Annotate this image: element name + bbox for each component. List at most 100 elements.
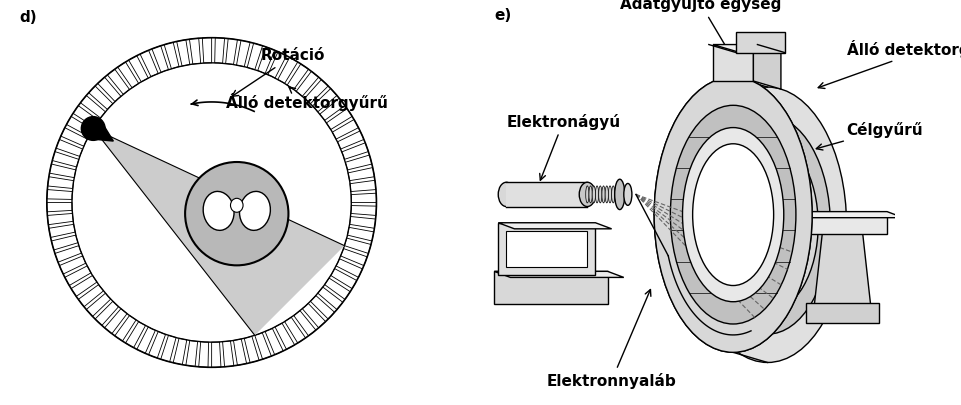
Polygon shape <box>226 38 237 64</box>
Polygon shape <box>98 77 121 102</box>
Polygon shape <box>345 155 372 170</box>
Polygon shape <box>78 285 104 307</box>
Ellipse shape <box>604 186 607 203</box>
Ellipse shape <box>727 154 807 296</box>
Polygon shape <box>199 342 209 367</box>
Ellipse shape <box>239 192 270 230</box>
Polygon shape <box>71 275 97 296</box>
Polygon shape <box>255 333 271 359</box>
Ellipse shape <box>614 179 624 210</box>
Polygon shape <box>51 235 78 250</box>
Ellipse shape <box>727 154 807 296</box>
Polygon shape <box>214 38 224 63</box>
Polygon shape <box>312 89 336 112</box>
Polygon shape <box>61 128 87 146</box>
Bar <box>735 32 784 53</box>
Polygon shape <box>117 62 138 88</box>
Polygon shape <box>148 332 165 358</box>
Polygon shape <box>305 79 328 104</box>
Polygon shape <box>258 47 275 73</box>
Ellipse shape <box>602 186 604 203</box>
Ellipse shape <box>588 186 592 203</box>
Polygon shape <box>47 213 73 225</box>
Text: Célgyűrű: Célgyűrű <box>816 122 923 150</box>
Ellipse shape <box>614 186 618 203</box>
Ellipse shape <box>592 186 595 203</box>
Polygon shape <box>265 328 283 355</box>
Polygon shape <box>267 52 286 78</box>
Polygon shape <box>712 45 780 53</box>
Polygon shape <box>81 96 106 118</box>
Ellipse shape <box>595 186 598 203</box>
Polygon shape <box>88 86 112 109</box>
Polygon shape <box>344 238 371 254</box>
Polygon shape <box>317 287 342 309</box>
Ellipse shape <box>585 186 588 203</box>
Polygon shape <box>152 46 168 72</box>
Polygon shape <box>86 293 111 316</box>
Polygon shape <box>185 341 197 367</box>
Polygon shape <box>712 211 902 218</box>
Polygon shape <box>114 315 136 341</box>
Polygon shape <box>348 168 374 181</box>
Polygon shape <box>105 309 127 334</box>
Polygon shape <box>125 322 145 347</box>
Text: d): d) <box>19 10 37 25</box>
Bar <box>505 182 587 207</box>
Text: Elektronágyú: Elektronágyú <box>505 113 620 180</box>
Ellipse shape <box>692 144 773 286</box>
Polygon shape <box>56 139 83 156</box>
Polygon shape <box>49 224 75 237</box>
Polygon shape <box>47 190 72 199</box>
Polygon shape <box>47 202 72 212</box>
Polygon shape <box>347 227 374 241</box>
Polygon shape <box>278 58 298 83</box>
Polygon shape <box>236 40 250 67</box>
Bar <box>712 211 886 234</box>
Polygon shape <box>319 98 345 120</box>
Polygon shape <box>341 143 368 159</box>
Ellipse shape <box>716 138 818 312</box>
Text: e): e) <box>494 8 511 23</box>
Polygon shape <box>247 43 262 70</box>
Polygon shape <box>324 278 350 299</box>
Polygon shape <box>302 303 325 328</box>
Ellipse shape <box>579 182 595 207</box>
Polygon shape <box>244 336 259 363</box>
Ellipse shape <box>611 186 614 203</box>
Polygon shape <box>234 339 246 365</box>
Polygon shape <box>332 119 358 139</box>
Polygon shape <box>275 323 294 350</box>
Polygon shape <box>326 109 352 130</box>
Bar <box>805 303 878 323</box>
Text: Álló detektorgyűrű: Álló detektorgyűrű <box>818 40 961 88</box>
Polygon shape <box>349 217 375 228</box>
Polygon shape <box>173 338 186 365</box>
Polygon shape <box>222 341 234 367</box>
Polygon shape <box>177 40 189 66</box>
Polygon shape <box>331 269 357 289</box>
Text: Elektronnyaláb: Elektronnyaláb <box>546 290 676 389</box>
Bar <box>494 271 607 304</box>
Ellipse shape <box>688 87 846 362</box>
Polygon shape <box>136 327 156 353</box>
Polygon shape <box>350 180 376 192</box>
Polygon shape <box>293 311 315 336</box>
Polygon shape <box>335 259 362 277</box>
Polygon shape <box>202 38 211 63</box>
Ellipse shape <box>498 182 514 207</box>
Circle shape <box>82 117 105 141</box>
Polygon shape <box>813 234 870 307</box>
Polygon shape <box>340 249 367 266</box>
Polygon shape <box>351 193 376 202</box>
Bar <box>505 231 587 267</box>
Polygon shape <box>48 177 74 188</box>
Polygon shape <box>73 106 99 127</box>
Polygon shape <box>55 246 82 262</box>
Polygon shape <box>129 55 148 82</box>
Ellipse shape <box>653 77 811 352</box>
Polygon shape <box>49 164 76 178</box>
Polygon shape <box>287 64 308 90</box>
Polygon shape <box>296 71 318 96</box>
Polygon shape <box>140 50 158 77</box>
